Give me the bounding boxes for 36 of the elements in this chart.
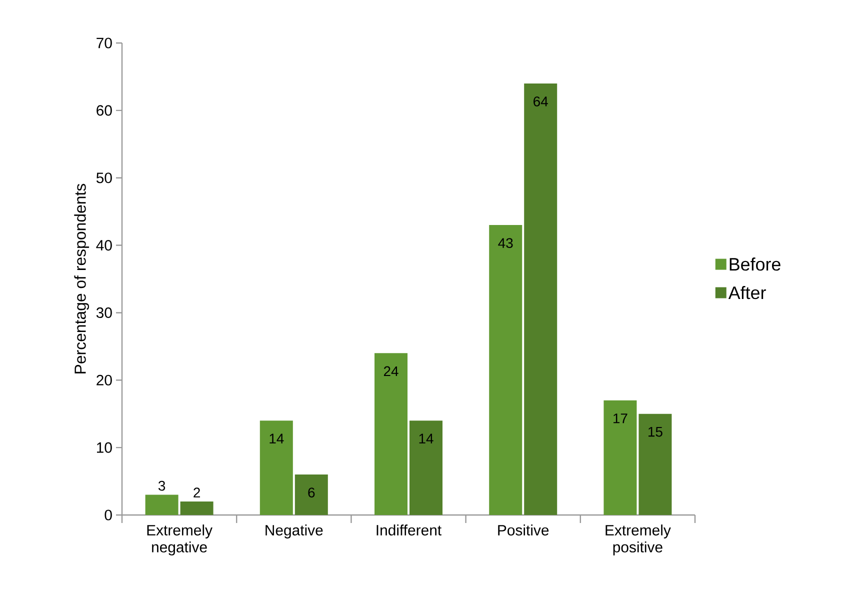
data-label: 2 [194,488,200,498]
bar [260,420,293,515]
data-label: 14 [270,434,284,444]
data-label: 6 [308,488,315,498]
data-label: 3 [158,480,166,491]
y-tick-label: 70 [96,38,112,48]
y-axis-title: Percentage of respondents [74,184,90,374]
y-tick-label: 30 [96,307,112,318]
y-tick-label: 40 [96,240,112,251]
y-tick-label: 20 [96,374,112,386]
data-label: 64 [534,96,548,106]
legend-label: Before [730,258,780,271]
data-label: 15 [648,426,662,437]
bar [180,502,214,515]
bar [374,353,408,515]
data-label: 17 [614,414,628,424]
bar [489,225,522,515]
bar [294,474,328,515]
data-label: 14 [419,434,434,444]
data-label: 24 [384,366,398,376]
x-tick-label: Negative [266,524,323,538]
bar [145,494,178,515]
y-tick-label: 60 [96,105,112,116]
y-tick-label: 50 [96,172,112,184]
y-tick-label: 10 [97,442,112,453]
x-tick-label: Extremely positive [606,524,671,556]
legend-label: After [728,286,766,300]
bar [604,400,637,515]
data-label: 43 [498,238,513,248]
bar [524,83,558,515]
x-tick-label: Indifferent [376,524,442,536]
x-tick-label: Positive [498,524,549,536]
y-tick-label: 0 [104,510,112,520]
bar [638,414,672,515]
bar [409,420,442,515]
x-tick-label: Extremely negative [147,524,212,556]
